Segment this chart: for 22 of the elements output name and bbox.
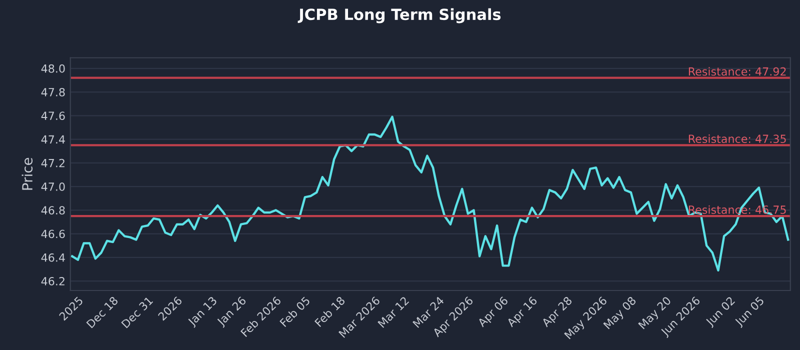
y-tick-label: 46.6: [41, 230, 65, 238]
x-tick-label: Feb 05: [279, 296, 310, 328]
x-tick-label: Feb 18: [314, 296, 346, 328]
x-tick-label: Apr 28: [541, 296, 574, 329]
ref-line-label: Resistance: 47.35: [688, 134, 786, 144]
y-tick-label: 47.0: [41, 182, 65, 191]
line-series: [71, 116, 790, 272]
y-tick-label: 47.8: [41, 88, 65, 96]
y-tick-label: 47.4: [41, 135, 65, 144]
x-tick-label: Jan 13: [186, 296, 219, 328]
y-tick-label: 48.0: [41, 64, 65, 73]
y-axis-title: Price: [22, 158, 33, 190]
x-tick-label: Dec 31: [121, 296, 154, 328]
y-tick-label: 46.4: [41, 253, 65, 262]
x-tick-label: Jan 26: [216, 296, 248, 328]
ref-line-label: Resistance: 47.92: [688, 67, 786, 76]
y-tick-label: 46.2: [41, 277, 64, 286]
y-tick-label: 47.2: [41, 158, 64, 168]
chart-title: JCPB Long Term Signals: [298, 8, 501, 24]
x-tick-label: Dec 18: [86, 296, 118, 328]
y-tick-label: 46.8: [41, 206, 65, 215]
y-tick-label: 47.6: [41, 112, 65, 120]
